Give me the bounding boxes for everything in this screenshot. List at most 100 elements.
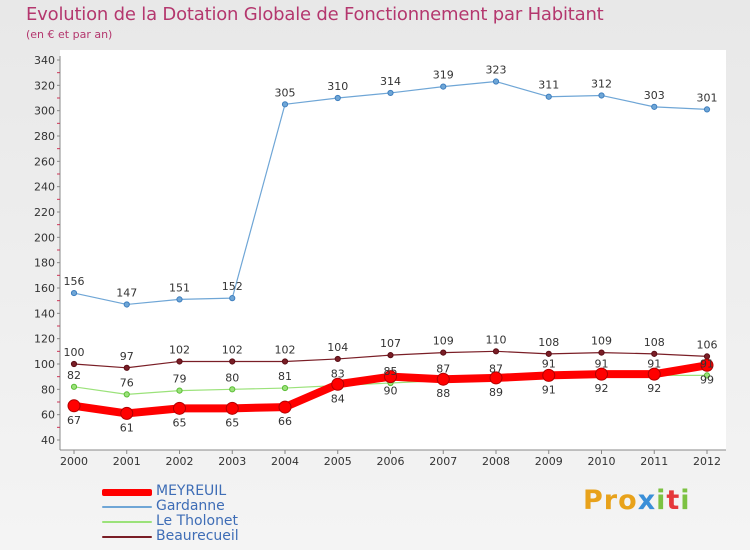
data-point-beaurecueil (387, 352, 394, 359)
data-label-meyreuil: 65 (225, 416, 239, 429)
x-tick-label: 2011 (640, 455, 668, 468)
y-tick-label: 240 (34, 181, 55, 194)
data-label-le-tholonet: 91 (700, 357, 714, 370)
data-point-beaurecueil (545, 350, 552, 357)
data-label-meyreuil: 84 (331, 392, 345, 405)
y-tick-label: 60 (41, 409, 55, 422)
data-label-beaurecueil: 100 (64, 346, 85, 359)
logo-letter: x (637, 485, 657, 516)
data-label-meyreuil: 88 (436, 387, 450, 400)
data-point-le-tholonet (70, 383, 78, 390)
data-label-gardanne: 301 (697, 91, 718, 104)
x-tick-label: 2000 (60, 455, 88, 468)
data-label-beaurecueil: 110 (486, 333, 507, 346)
data-point-beaurecueil (176, 358, 183, 365)
data-point-gardanne (229, 295, 236, 302)
logo-letter: P (583, 485, 604, 516)
chart-subtitle: (en € et par an) (26, 28, 113, 41)
y-tick-label: 260 (34, 155, 55, 168)
data-point-gardanne (281, 101, 289, 108)
data-point-meyreuil (225, 401, 239, 415)
x-tick-label: 2010 (588, 455, 616, 468)
data-point-beaurecueil (334, 355, 341, 363)
data-point-gardanne (440, 83, 447, 90)
data-label-gardanne: 312 (591, 77, 612, 90)
data-point-gardanne (492, 78, 500, 85)
data-point-le-tholonet (281, 384, 289, 392)
data-label-beaurecueil: 109 (433, 335, 454, 348)
data-point-le-tholonet (176, 387, 183, 394)
legend-label-le-tholonet: Le Tholonet (156, 513, 239, 529)
legend-swatch-beaurecueil (102, 536, 152, 538)
data-point-meyreuil (700, 358, 714, 372)
data-label-le-tholonet: 87 (436, 362, 450, 375)
data-label-beaurecueil: 104 (327, 341, 348, 354)
data-point-beaurecueil (598, 349, 605, 356)
data-label-le-tholonet: 80 (225, 371, 239, 384)
data-point-gardanne (70, 289, 78, 297)
x-tick-label: 2004 (271, 455, 299, 468)
data-point-beaurecueil (651, 350, 658, 357)
data-label-le-tholonet: 83 (331, 368, 345, 381)
data-label-gardanne: 319 (433, 69, 454, 82)
logo-letter: i (656, 485, 667, 516)
data-point-meyreuil (384, 370, 397, 384)
data-point-le-tholonet (703, 372, 711, 379)
y-tick-label: 100 (34, 358, 55, 371)
y-tick-label: 160 (34, 282, 55, 295)
y-tick-label: 280 (34, 130, 55, 143)
logo-letter: r (603, 485, 619, 516)
y-tick-label: 340 (34, 54, 55, 67)
data-label-gardanne: 156 (64, 275, 85, 288)
data-point-gardanne (176, 296, 183, 303)
data-label-meyreuil: 65 (173, 416, 187, 429)
data-label-le-tholonet: 82 (67, 369, 81, 382)
chart-title: Evolution de la Dotation Globale de Fonc… (26, 4, 604, 25)
y-tick-label: 320 (34, 79, 55, 92)
x-tick-label: 2008 (482, 455, 510, 468)
data-label-le-tholonet: 91 (595, 357, 609, 370)
data-point-beaurecueil (440, 349, 447, 356)
x-tick-label: 2006 (377, 455, 405, 468)
data-label-beaurecueil: 97 (120, 350, 134, 363)
data-label-le-tholonet: 91 (542, 357, 556, 370)
data-label-gardanne: 305 (275, 86, 296, 99)
data-point-beaurecueil (229, 358, 236, 365)
data-point-le-tholonet (229, 386, 236, 393)
data-label-meyreuil: 92 (647, 382, 661, 395)
data-label-meyreuil: 61 (120, 421, 134, 434)
data-label-meyreuil: 92 (595, 382, 609, 395)
data-point-beaurecueil (123, 364, 130, 371)
y-tick-label: 120 (34, 333, 55, 346)
data-point-meyreuil (331, 377, 345, 391)
data-point-meyreuil (542, 368, 556, 382)
data-label-le-tholonet: 79 (173, 373, 187, 386)
data-point-gardanne (123, 301, 130, 308)
data-label-gardanne: 152 (222, 280, 243, 293)
data-label-le-tholonet: 81 (278, 370, 292, 383)
data-label-gardanne: 310 (327, 80, 348, 93)
data-label-gardanne: 311 (538, 79, 559, 92)
data-label-gardanne: 323 (486, 64, 507, 77)
x-tick-label: 2007 (429, 455, 457, 468)
x-tick-label: 2003 (218, 455, 246, 468)
data-label-le-tholonet: 85 (384, 365, 398, 378)
data-point-meyreuil (436, 372, 450, 386)
logo-letter: i (680, 485, 691, 516)
data-label-beaurecueil: 109 (591, 335, 612, 348)
data-label-le-tholonet: 91 (647, 357, 661, 370)
data-label-beaurecueil: 106 (697, 338, 718, 351)
data-point-gardanne (334, 94, 341, 102)
y-tick-label: 80 (41, 383, 55, 396)
y-tick-label: 40 (41, 434, 55, 447)
data-point-meyreuil (67, 399, 81, 413)
x-tick-label: 2009 (535, 455, 563, 468)
data-label-meyreuil: 89 (489, 386, 503, 399)
data-label-meyreuil: 99 (700, 373, 714, 386)
data-label-gardanne: 303 (644, 89, 665, 102)
data-label-meyreuil: 90 (384, 385, 398, 398)
y-tick-label: 200 (34, 231, 55, 244)
legend-swatch-meyreuil (102, 488, 152, 496)
